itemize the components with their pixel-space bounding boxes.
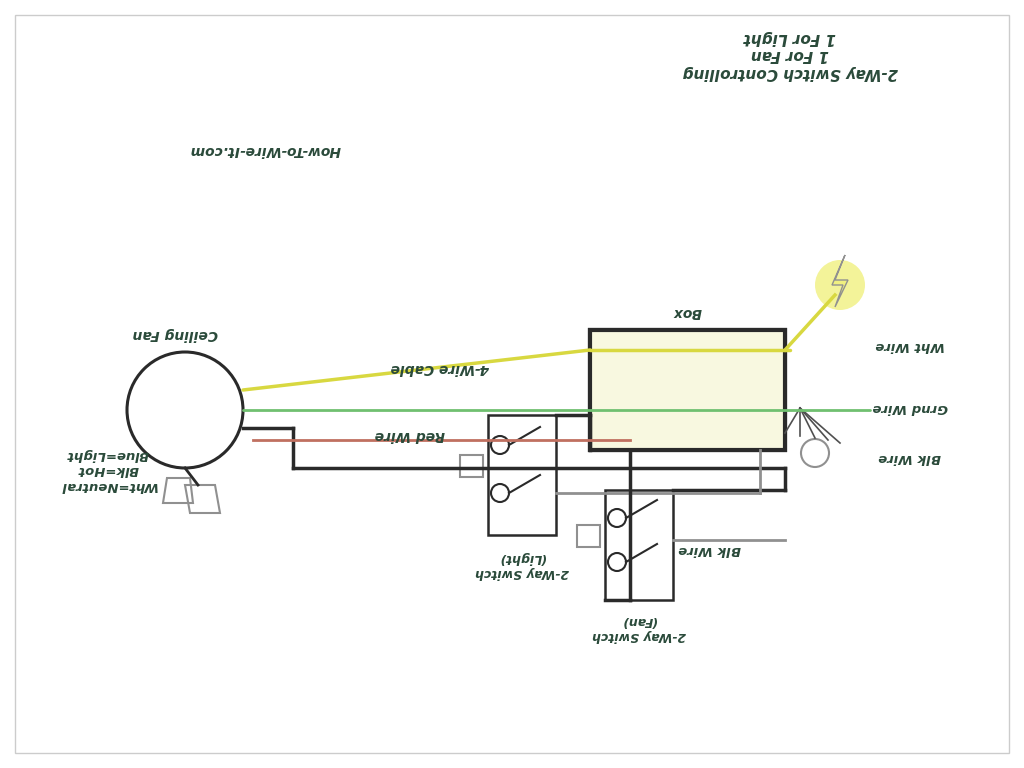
Bar [590,330,785,450]
Text: Wht Wire: Wht Wire [876,339,945,352]
Bar [592,332,783,448]
Text: Blk Wire: Blk Wire [879,452,941,465]
Text: Ceiling Fan: Ceiling Fan [132,327,218,341]
Text: Wht=Neutral
Blk=Hot
Blue=Light: Wht=Neutral Blk=Hot Blue=Light [59,449,157,492]
Bar [488,415,556,535]
Text: Blk Wire: Blk Wire [679,544,741,557]
Polygon shape [831,255,848,307]
Text: How-To-Wire-It.com: How-To-Wire-It.com [189,143,341,157]
Circle shape [815,260,865,310]
Text: Red Wire: Red Wire [375,428,445,442]
Text: 2-Way Switch
(Fan): 2-Way Switch (Fan) [592,614,686,642]
Text: Box: Box [673,305,702,319]
Bar [605,490,673,600]
Bar [590,330,785,450]
Text: 4-Wire Cable: 4-Wire Cable [390,361,489,375]
Text: Grnd Wire: Grnd Wire [872,402,948,415]
Text: 2-Way Switch Controlling
1 For Fan
1 For Light: 2-Way Switch Controlling 1 For Fan 1 For… [682,30,898,80]
Text: 2-Way Switch
(Light): 2-Way Switch (Light) [475,551,569,579]
